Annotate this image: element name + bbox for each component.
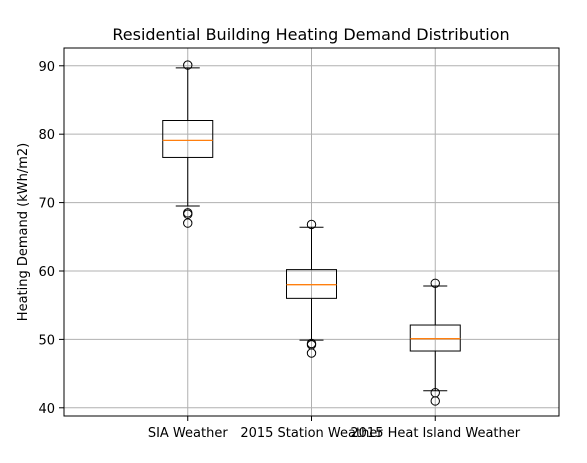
flier-point xyxy=(430,278,440,289)
plot-frame xyxy=(63,47,560,417)
flier-point xyxy=(183,218,193,228)
y-tick-label: 90 xyxy=(38,60,55,75)
flier-point xyxy=(306,348,317,358)
flier-point xyxy=(183,60,193,70)
x-tick-label: 2015 Station Weather xyxy=(240,426,383,441)
x-tick-label: 2015 Heat Island Weather xyxy=(350,426,520,441)
box-iqr xyxy=(409,324,461,352)
y-axis-label: Heating Demand (kWh/m2) xyxy=(16,143,31,321)
flier-point xyxy=(430,396,440,406)
chart-title: Residential Building Heating Demand Dist… xyxy=(112,25,509,44)
y-tick-label: 40 xyxy=(38,402,55,417)
box-iqr xyxy=(286,269,337,299)
axes-layer: 40 50 60 70 80 90 SIA Weather 2015 Station Weat… xyxy=(38,47,560,441)
box-iqr xyxy=(162,120,214,158)
flier-point xyxy=(306,219,317,230)
y-tick-label: 80 xyxy=(38,128,55,143)
y-tick-label: 70 xyxy=(38,197,55,212)
x-tick-label: SIA Weather xyxy=(148,426,229,441)
y-tick-label: 60 xyxy=(38,265,55,280)
y-tick-label: 50 xyxy=(38,333,55,348)
boxes-layer xyxy=(162,60,461,406)
